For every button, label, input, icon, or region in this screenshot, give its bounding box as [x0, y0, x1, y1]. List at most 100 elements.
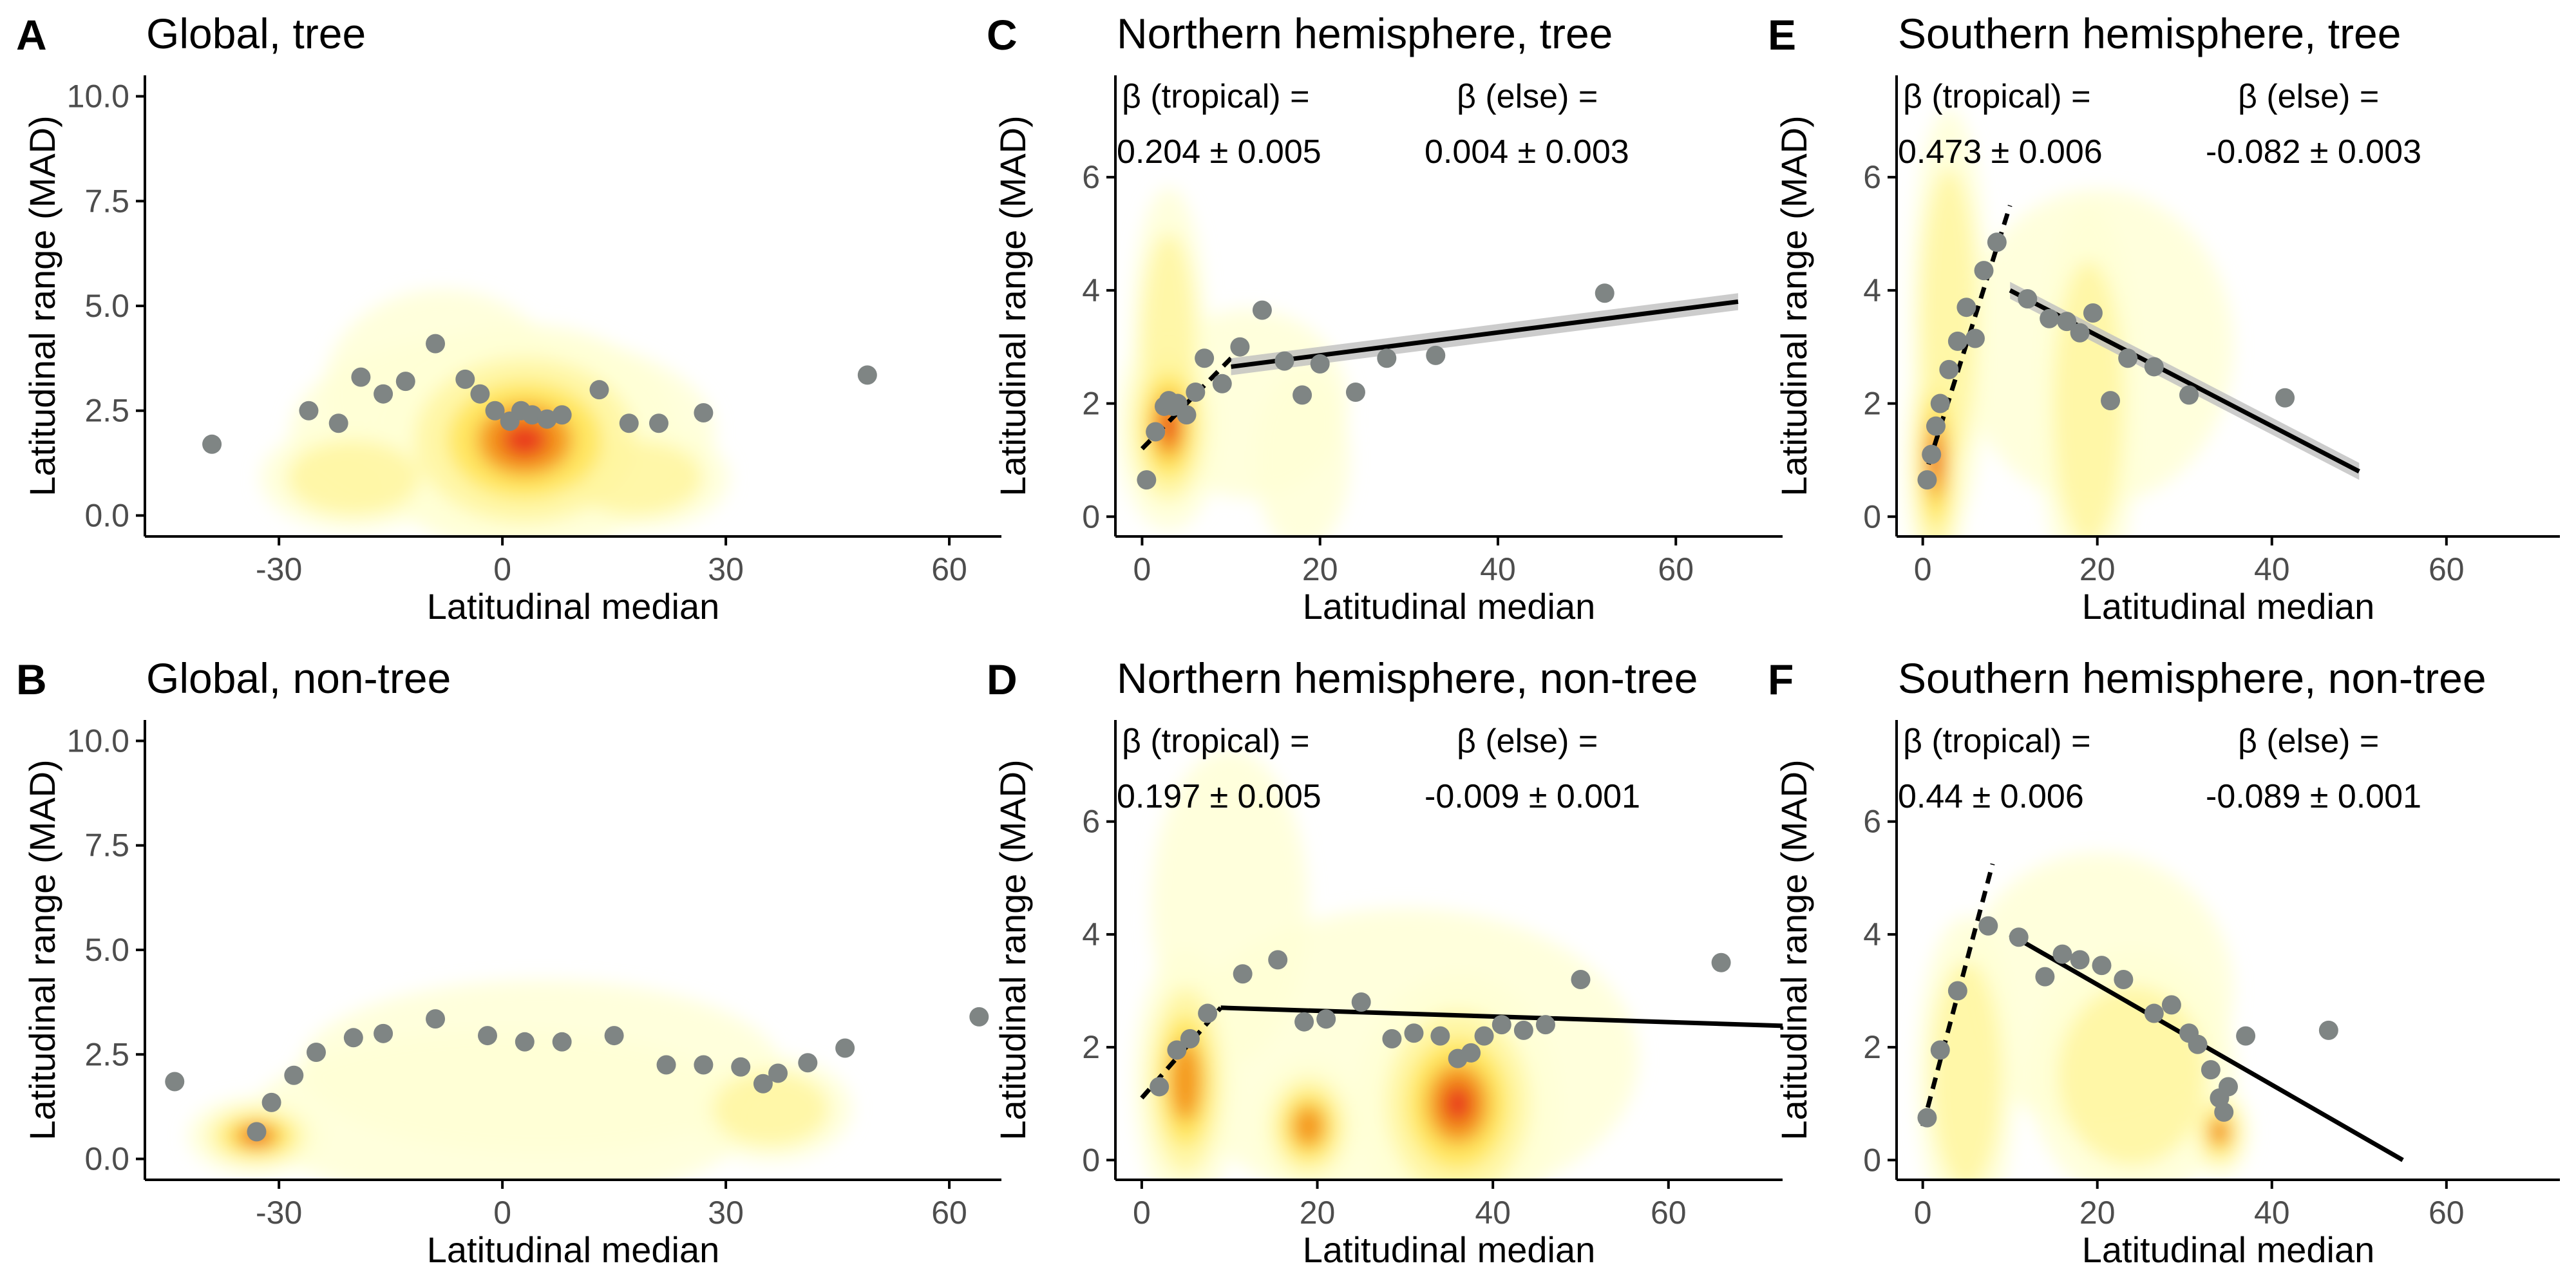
beta-else-label: β (else) = — [1457, 723, 1598, 760]
y-tick-label: 0 — [1082, 1142, 1100, 1178]
data-point — [604, 1026, 624, 1046]
data-point — [552, 405, 572, 425]
x-axis-label: Latitudinal median — [427, 1229, 720, 1270]
data-point — [1345, 382, 1365, 402]
y-tick-label: 10.0 — [67, 79, 129, 115]
beta-else-label: β (else) = — [2238, 723, 2379, 760]
y-axis-label: Latitudinal range (MAD) — [22, 759, 62, 1140]
data-points — [165, 1007, 989, 1142]
data-point — [284, 1065, 304, 1085]
data-point — [522, 405, 542, 425]
data-point — [1351, 992, 1371, 1012]
data-point — [2275, 388, 2295, 408]
x-tick-label: 0 — [1133, 551, 1151, 587]
density-contour — [570, 440, 703, 515]
panel-a: -30 0 30 60 0.0 2.5 5.0 7.5 10.0 Latitudinal medi… — [16, 10, 1001, 627]
x-tick-label: -30 — [256, 1195, 302, 1231]
y-tick-label: 5.0 — [84, 288, 129, 324]
x-axis-label: Latitudinal median — [1303, 1229, 1596, 1270]
data-point — [1252, 300, 1272, 320]
density-layer — [1917, 853, 2250, 1180]
data-point — [1513, 1020, 1533, 1040]
panel-title: Northern hemisphere, non-tree — [1117, 654, 1698, 702]
data-point — [537, 409, 557, 429]
data-point — [2201, 1060, 2221, 1080]
data-point — [2057, 312, 2077, 332]
x-tick-label: 0 — [1914, 551, 1932, 587]
data-point — [1137, 470, 1157, 490]
data-point — [374, 384, 393, 404]
data-point — [969, 1007, 989, 1027]
data-point — [2040, 308, 2060, 328]
beta-else-value: -0.082 ± 0.003 — [2206, 133, 2421, 171]
y-tick-label: 0.0 — [84, 1141, 129, 1177]
data-point — [2161, 995, 2181, 1015]
density-contour — [1442, 1084, 1473, 1124]
panel-title: Northern hemisphere, tree — [1117, 10, 1613, 57]
data-point — [307, 1043, 326, 1063]
beta-tropical-label: β (tropical) = — [1903, 78, 2090, 115]
data-point — [2070, 323, 2090, 343]
panel-letter: D — [987, 656, 1018, 703]
y-tick-label: 6 — [1863, 804, 1881, 840]
data-point — [1404, 1023, 1424, 1043]
data-point — [835, 1038, 855, 1058]
panel-b: -30 0 30 60 0.0 2.5 5.0 7.5 10.0 Latitudinal medi… — [16, 654, 1001, 1270]
data-point — [1965, 328, 1985, 348]
data-point — [656, 1055, 676, 1075]
panel-letter: A — [16, 11, 47, 59]
x-tick-label: 60 — [931, 551, 967, 587]
panel-title: Global, tree — [146, 10, 366, 57]
panel-title: Global, non-tree — [146, 654, 451, 702]
data-point — [1430, 1026, 1450, 1046]
data-point — [2009, 927, 2029, 947]
density-contour — [287, 440, 420, 515]
data-point — [798, 1053, 818, 1073]
y-axis-label: Latitudinal range (MAD) — [992, 115, 1033, 496]
x-tick-label: 60 — [1658, 551, 1694, 587]
data-point — [2219, 1077, 2238, 1097]
data-point — [1377, 348, 1397, 368]
x-axis-label: Latitudinal median — [2082, 586, 2375, 627]
y-tick-label: 2 — [1863, 386, 1881, 422]
data-point — [1974, 261, 1994, 281]
beta-annotations: β (tropical) = 0.44 ± 0.006 β (else) = -0.0… — [1898, 723, 2421, 815]
data-point — [1987, 232, 2007, 252]
y-tick-label: 6 — [1863, 159, 1881, 195]
data-point — [1274, 351, 1294, 371]
data-point — [2188, 1034, 2208, 1054]
data-point — [1177, 405, 1197, 425]
data-point — [589, 380, 609, 400]
data-point — [2236, 1026, 2256, 1046]
x-tick-label: 0 — [493, 551, 511, 587]
density-contour — [1151, 749, 1308, 1063]
data-point — [1461, 1043, 1481, 1063]
x-axis-label: Latitudinal median — [427, 586, 720, 627]
beta-tropical-label: β (tropical) = — [1903, 723, 2090, 760]
y-tick-label: 0 — [1863, 498, 1881, 535]
panel-e: 0 20 40 60 0 2 4 6 Latitudinal median Latitudinal… — [1768, 10, 2560, 627]
y-tick-label: 5.0 — [84, 932, 129, 968]
data-points — [1150, 950, 1731, 1097]
x-tick-label: 40 — [1475, 1195, 1511, 1231]
beta-else-value: -0.009 ± 0.001 — [1425, 778, 1640, 815]
x-tick-label: 60 — [1651, 1195, 1687, 1231]
data-point — [1150, 1077, 1170, 1097]
data-point — [753, 1074, 773, 1094]
x-tick-label: 20 — [1302, 551, 1338, 587]
data-point — [165, 1072, 185, 1092]
data-point — [2114, 969, 2134, 989]
density-contour — [1170, 1040, 1202, 1122]
data-point — [2035, 967, 2055, 987]
data-points — [1917, 916, 2338, 1128]
data-point — [1947, 981, 1967, 1001]
data-point — [1426, 345, 1446, 365]
data-point — [1922, 444, 1942, 464]
x-tick-label: 40 — [2254, 1195, 2290, 1231]
data-point — [1492, 1015, 1511, 1035]
data-point — [1198, 1003, 1218, 1023]
data-point — [694, 402, 714, 422]
data-point — [1930, 1040, 1950, 1060]
x-tick-label: 20 — [2079, 1195, 2116, 1231]
data-point — [247, 1122, 267, 1142]
